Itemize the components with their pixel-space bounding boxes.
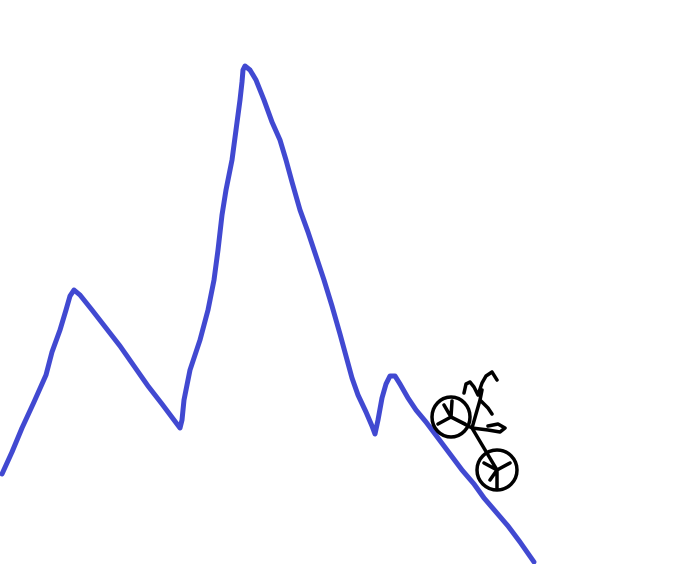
front-wheel [475, 448, 519, 492]
rear-wheel-spokes [436, 399, 467, 426]
bike-frame [449, 388, 507, 472]
rear-wheel [430, 395, 472, 439]
bicycle-icon[interactable] [430, 370, 519, 492]
handlebar [462, 370, 499, 397]
front-wheel-spokes [482, 461, 512, 490]
track-line [0, 63, 537, 564]
